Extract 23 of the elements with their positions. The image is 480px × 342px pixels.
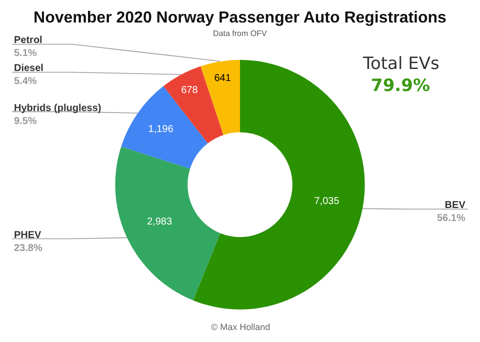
data-label: 2,983 — [147, 216, 172, 228]
slice-label: Hybrids (plugless) — [14, 103, 102, 114]
text: 5.4% — [14, 76, 37, 87]
slice-label: BEV — [444, 200, 466, 211]
donut-slice — [115, 146, 220, 300]
text: 56.1% — [437, 213, 466, 224]
text: 5.1% — [14, 48, 37, 59]
text: Total EVs — [362, 54, 440, 74]
slice-label: Diesel — [14, 63, 44, 74]
data-label: 641 — [214, 72, 232, 84]
donut-slice — [200, 60, 240, 135]
data-label: 7,035 — [314, 196, 340, 208]
text: 23.8% — [14, 243, 42, 254]
text: © Max Holland — [211, 322, 270, 332]
data-label: 678 — [181, 85, 198, 96]
data-label: 1,196 — [148, 124, 174, 136]
text: 9.5% — [14, 116, 37, 127]
slice-label: Petrol — [14, 35, 43, 46]
chart-subtitle: Data from OFV — [213, 29, 268, 38]
donut-slice — [121, 86, 208, 169]
chart-title: November 2020 Norway Passenger Auto Registrations — [34, 10, 447, 27]
slice-label: PHEV — [14, 230, 42, 241]
text: 79.9% — [371, 76, 430, 96]
